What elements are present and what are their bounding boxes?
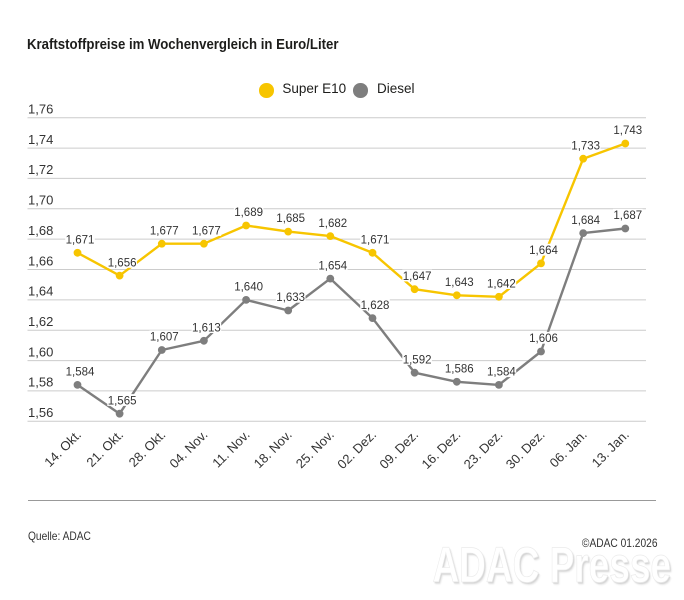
svg-text:23. Dez.: 23. Dez. — [461, 427, 506, 472]
svg-text:18. Nov.: 18. Nov. — [251, 427, 295, 471]
svg-text:14. Okt.: 14. Okt. — [41, 427, 84, 470]
svg-text:1,684: 1,684 — [571, 215, 600, 227]
svg-text:1,62: 1,62 — [28, 314, 53, 329]
svg-text:04. Nov.: 04. Nov. — [166, 427, 210, 471]
svg-text:1,656: 1,656 — [108, 257, 137, 269]
svg-text:1,677: 1,677 — [150, 225, 179, 237]
svg-text:1,60: 1,60 — [28, 344, 53, 359]
svg-text:21. Okt.: 21. Okt. — [83, 427, 126, 470]
svg-text:1,613: 1,613 — [192, 323, 221, 335]
svg-text:25. Nov.: 25. Nov. — [293, 427, 337, 471]
svg-text:1,682: 1,682 — [318, 218, 347, 230]
svg-text:1,671: 1,671 — [361, 235, 390, 247]
svg-text:1,68: 1,68 — [28, 223, 53, 238]
svg-text:1,72: 1,72 — [28, 162, 53, 177]
svg-text:1,66: 1,66 — [28, 253, 53, 268]
svg-text:1,647: 1,647 — [403, 271, 432, 283]
svg-text:30. Dez.: 30. Dez. — [503, 427, 548, 472]
svg-text:1,733: 1,733 — [571, 140, 600, 152]
svg-text:1,606: 1,606 — [529, 333, 558, 345]
svg-text:1,70: 1,70 — [28, 193, 53, 208]
svg-text:1,64: 1,64 — [28, 284, 53, 299]
svg-text:1,592: 1,592 — [403, 354, 432, 366]
svg-text:1,584: 1,584 — [66, 367, 95, 379]
svg-text:1,76: 1,76 — [28, 102, 53, 117]
svg-text:13. Jan.: 13. Jan. — [589, 427, 632, 470]
svg-text:02. Dez.: 02. Dez. — [334, 427, 379, 472]
svg-text:1,689: 1,689 — [234, 207, 263, 219]
svg-text:1,664: 1,664 — [529, 245, 558, 257]
svg-text:1,56: 1,56 — [28, 405, 53, 420]
svg-text:1,671: 1,671 — [66, 235, 95, 247]
svg-text:1,687: 1,687 — [613, 210, 642, 222]
svg-text:28. Okt.: 28. Okt. — [126, 427, 169, 470]
svg-text:1,584: 1,584 — [487, 367, 516, 379]
svg-text:1,685: 1,685 — [276, 213, 305, 225]
svg-text:1,58: 1,58 — [28, 375, 53, 390]
svg-text:1,607: 1,607 — [150, 332, 179, 344]
svg-text:09. Dez.: 09. Dez. — [376, 427, 421, 472]
svg-text:06. Jan.: 06. Jan. — [547, 427, 590, 470]
svg-text:1,628: 1,628 — [361, 300, 390, 312]
svg-text:1,586: 1,586 — [445, 364, 474, 376]
svg-text:1,654: 1,654 — [318, 260, 347, 272]
svg-text:1,640: 1,640 — [234, 282, 263, 294]
svg-text:11. Nov.: 11. Nov. — [209, 427, 252, 470]
svg-text:16. Dez.: 16. Dez. — [419, 427, 464, 472]
svg-text:1,642: 1,642 — [487, 279, 516, 291]
svg-text:1,565: 1,565 — [108, 395, 137, 407]
svg-text:1,74: 1,74 — [28, 132, 53, 147]
svg-text:1,677: 1,677 — [192, 225, 221, 237]
svg-text:1,643: 1,643 — [445, 277, 474, 289]
svg-text:1,633: 1,633 — [276, 292, 305, 304]
svg-text:1,743: 1,743 — [613, 125, 642, 137]
